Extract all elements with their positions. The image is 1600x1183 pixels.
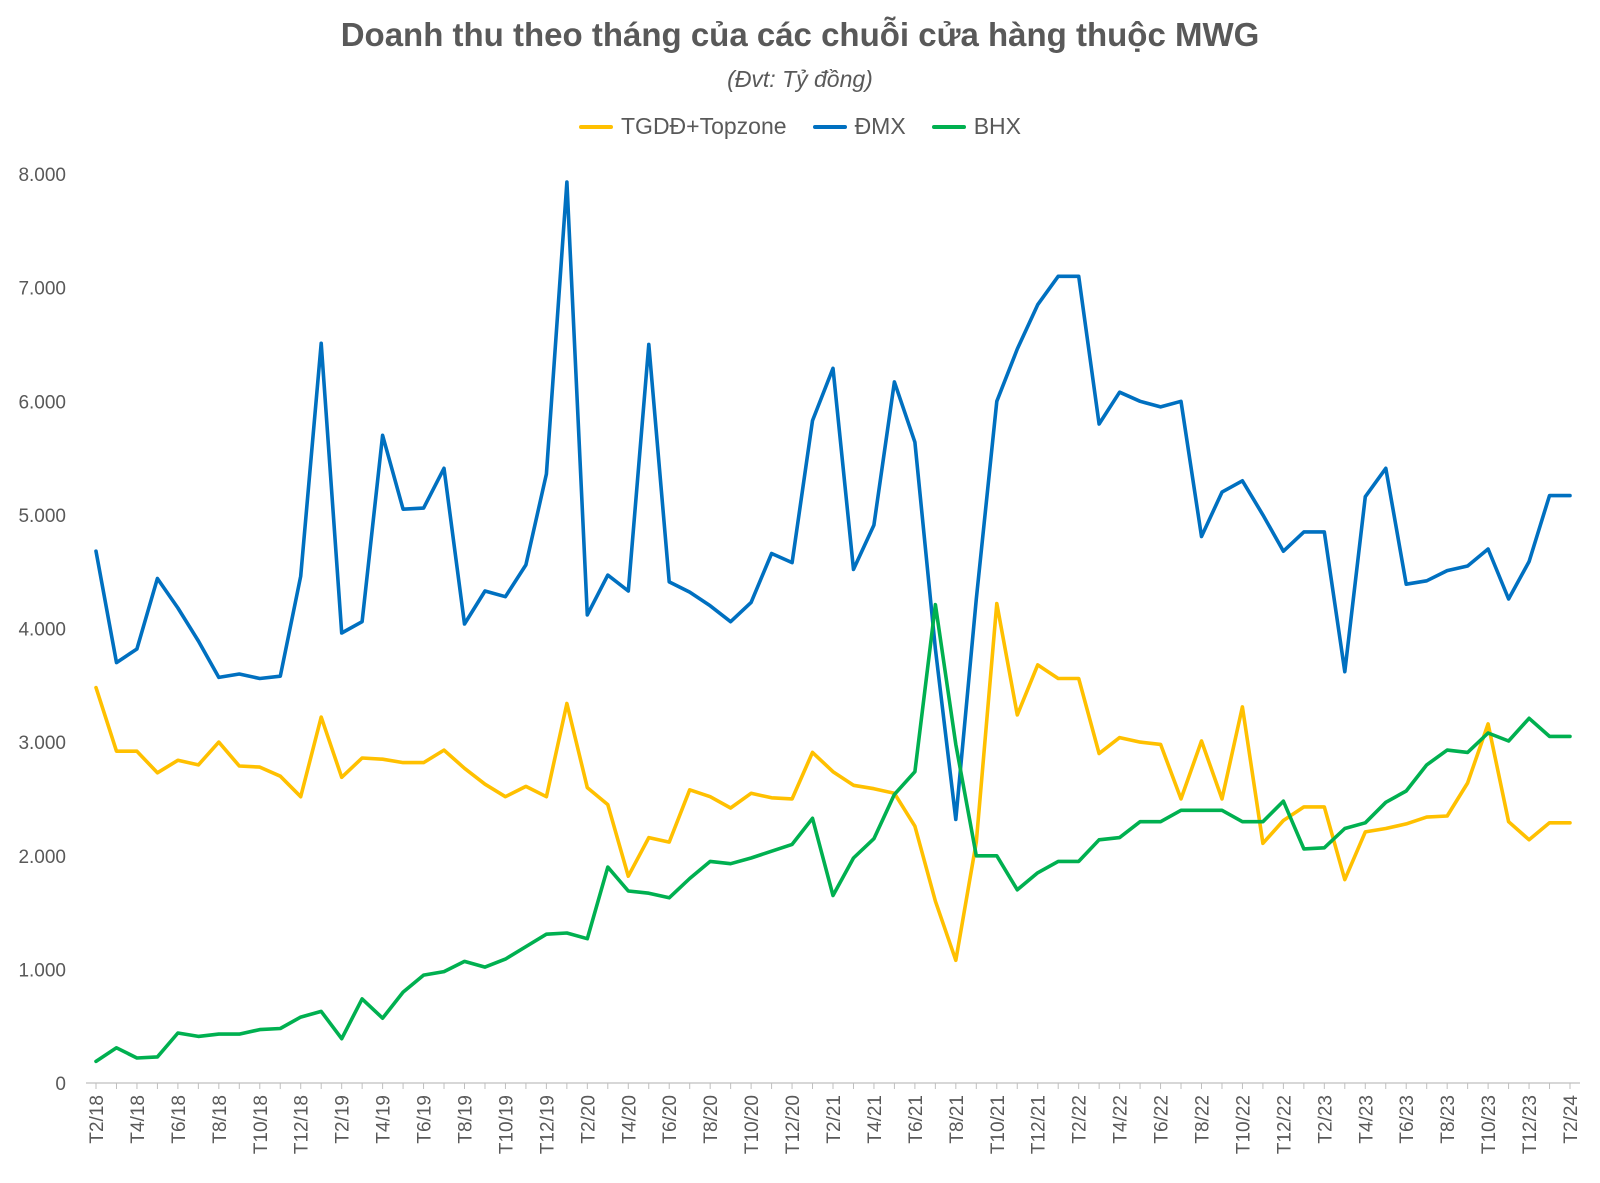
x-tick-label: T10/19: [496, 1095, 517, 1154]
legend-swatch-bhx: [931, 124, 966, 129]
x-tick-label: T2/19: [333, 1095, 354, 1144]
x-tick-label: T6/20: [660, 1095, 681, 1144]
x-tick-label: T4/22: [1111, 1095, 1132, 1144]
x-tick-label: T12/20: [783, 1095, 804, 1154]
y-tick-label: 6.000: [18, 392, 66, 413]
x-tick-label: T4/19: [374, 1095, 395, 1144]
x-tick-label: T4/18: [128, 1095, 149, 1144]
x-tick-label: T2/20: [578, 1095, 599, 1144]
x-tick-label: T2/18: [87, 1095, 108, 1144]
y-tick-label: 0: [55, 1074, 66, 1095]
x-tick-label: T8/22: [1193, 1095, 1214, 1144]
x-tick-label: T4/20: [619, 1095, 640, 1144]
x-tick-label: T10/21: [988, 1095, 1009, 1154]
y-tick-label: 4.000: [18, 620, 66, 641]
x-tick-label: T8/18: [210, 1095, 231, 1144]
x-tick-label: T2/23: [1315, 1095, 1336, 1144]
y-tick-label: 5.000: [18, 506, 66, 527]
legend: TGDĐ+Topzone ĐMX BHX: [0, 113, 1600, 140]
x-tick-label: T6/22: [1152, 1095, 1173, 1144]
legend-item-bhx: BHX: [931, 113, 1021, 140]
chart-subtitle: (Đvt: Tỷ đồng): [727, 66, 873, 92]
x-tick-label: T2/21: [824, 1095, 845, 1144]
y-tick-label: 1.000: [18, 960, 66, 981]
y-tick-label: 7.000: [18, 279, 66, 300]
x-tick-label: T12/21: [1029, 1095, 1050, 1154]
legend-label-dmx: ĐMX: [854, 113, 906, 139]
x-tick-label: T6/19: [415, 1095, 436, 1144]
x-tick-label: T6/23: [1397, 1095, 1418, 1144]
x-tick-label: T4/21: [865, 1095, 886, 1144]
legend-item-dmx: ĐMX: [812, 113, 906, 140]
x-tick-label: T12/18: [292, 1095, 313, 1154]
series-line-2: [94, 180, 1572, 822]
legend-swatch-dmx: [812, 124, 847, 129]
x-tick-label: T10/23: [1479, 1095, 1500, 1154]
legend-item-tgdd: TGDĐ+Topzone: [579, 113, 787, 140]
x-tick-label: T6/21: [906, 1095, 927, 1144]
y-tick-label: 2.000: [18, 847, 66, 868]
x-tick-label: T8/23: [1438, 1095, 1459, 1144]
x-tick-label: T12/22: [1274, 1095, 1295, 1154]
x-tick-label: T12/19: [537, 1095, 558, 1154]
series-line-3: [94, 602, 1572, 1064]
legend-label-tgdd: TGDĐ+Topzone: [621, 113, 787, 139]
x-tick-label: T2/22: [1070, 1095, 1091, 1144]
y-tick-label: 8.000: [18, 165, 66, 186]
x-tick-label: T10/20: [742, 1095, 763, 1154]
x-tick-label: T4/23: [1356, 1095, 1377, 1144]
legend-swatch-tgdd: [579, 124, 613, 129]
x-tick-label: T12/23: [1520, 1095, 1541, 1154]
x-tick-label: T8/20: [701, 1095, 722, 1144]
x-tick-label: T10/18: [251, 1095, 272, 1154]
x-tick-label: T10/22: [1233, 1095, 1254, 1154]
x-tick-label: T8/21: [947, 1095, 968, 1144]
legend-label-bhx: BHX: [973, 113, 1021, 139]
series-line-1: [94, 601, 1572, 963]
chart-title: Doanh thu theo tháng của các chuỗi cửa h…: [340, 16, 1260, 53]
x-tick-label: T8/19: [456, 1095, 477, 1144]
x-tick-label: T6/18: [169, 1095, 190, 1144]
x-tick-label: T2/24: [1561, 1095, 1582, 1144]
y-tick-label: 3.000: [18, 733, 66, 754]
